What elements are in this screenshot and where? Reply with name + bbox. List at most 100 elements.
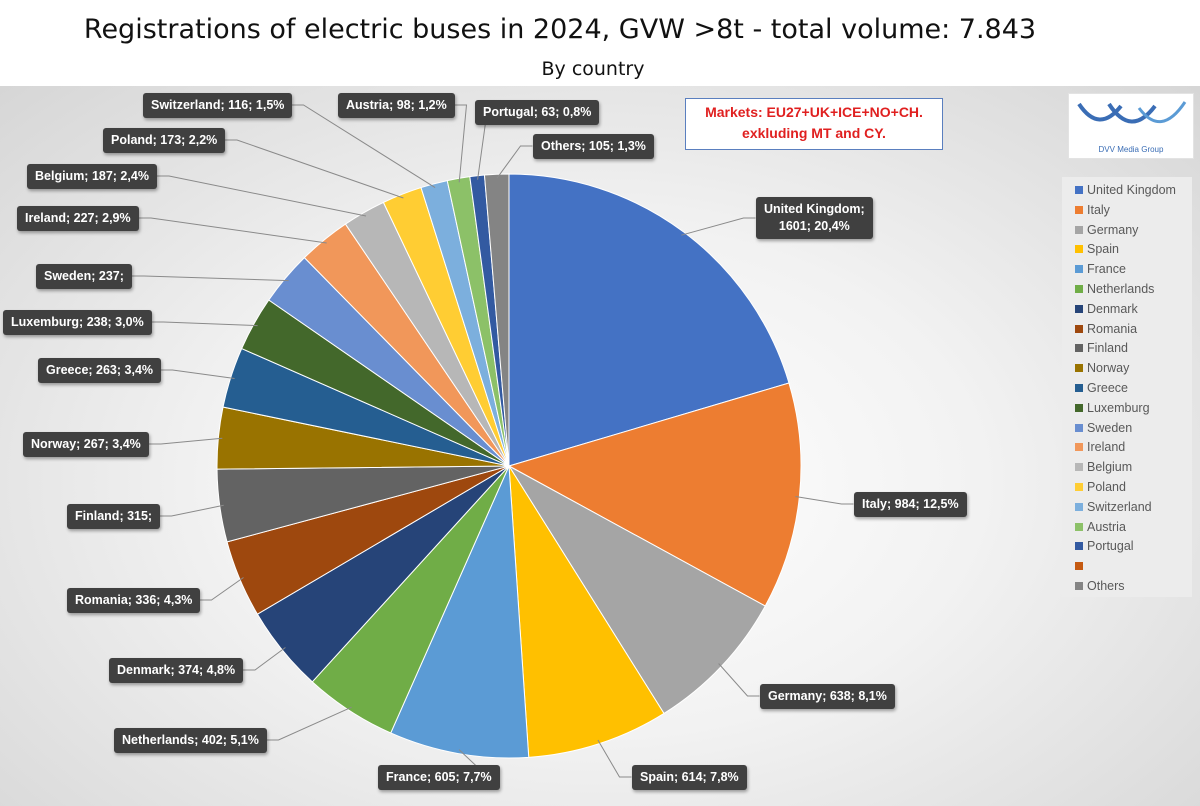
markets-line-2: exkluding MT and CY.: [742, 125, 886, 141]
leader-line-austria: [454, 104, 468, 183]
legend-swatch: [1075, 324, 1083, 333]
leader-line-italy: [795, 496, 854, 505]
leader-line-poland: [225, 139, 404, 199]
legend-item-unnamed: [1075, 557, 1087, 575]
leader-line-netherlands: [266, 706, 352, 741]
legend-item-spain: Spain: [1075, 240, 1119, 258]
page-title: Registrations of electric buses in 2024,…: [83, 14, 1037, 45]
pie-slice-spain: [508, 465, 665, 758]
legend-label: Romania: [1087, 321, 1138, 336]
data-label-luxemburg: Luxemburg; 238; 3,0%: [3, 310, 152, 335]
leader-line-germany: [718, 663, 760, 697]
legend-swatch: [1075, 265, 1083, 274]
leader-line-others: [496, 145, 533, 179]
legend-label: Finland: [1087, 341, 1128, 356]
leader-line-denmark: [243, 647, 286, 671]
legend-item-poland: Poland: [1075, 478, 1126, 496]
data-label-ireland: Ireland; 227; 2,9%: [17, 206, 139, 231]
leader-line-switzerland: [291, 104, 436, 189]
legend-item-others: Others: [1075, 577, 1125, 595]
legend-label: Luxemburg: [1087, 400, 1150, 415]
legend-label: Ireland: [1087, 440, 1126, 455]
legend-item-greece: Greece: [1075, 379, 1128, 397]
legend-swatch: [1075, 225, 1083, 234]
legend-swatch: [1075, 205, 1083, 214]
legend-swatch: [1075, 483, 1083, 491]
legend-item-netherlands: Netherlands: [1075, 280, 1154, 298]
pie-slice-france: [390, 465, 530, 759]
legend-item-luxemburg: Luxemburg: [1075, 399, 1150, 417]
legend-swatch: [1075, 542, 1083, 551]
legend-swatch: [1075, 562, 1083, 571]
data-label-netherlands: Netherlands; 402; 5,1%: [114, 728, 267, 753]
legend-item-norway: Norway: [1075, 359, 1129, 377]
legend-label: Portugal: [1087, 539, 1134, 554]
legend-label: Denmark: [1087, 301, 1138, 316]
legend-item-denmark: Denmark: [1075, 300, 1138, 318]
legend-item-france: France: [1075, 260, 1126, 278]
legend-item-finland: Finland: [1075, 339, 1128, 357]
legend-label: Austria: [1087, 519, 1126, 534]
legend-swatch: [1075, 364, 1083, 373]
leader-line-united-kingdom: [681, 217, 756, 236]
legend-label: Spain: [1087, 242, 1119, 257]
data-label-denmark: Denmark; 374; 4,8%: [109, 658, 244, 683]
legend-item-romania: Romania: [1075, 320, 1137, 338]
leader-line-norway: [149, 437, 223, 445]
data-label-romania: Romania; 336; 4,3%: [67, 588, 201, 613]
legend-label: France: [1087, 262, 1126, 277]
pie-slice-united-kingdom: [508, 173, 790, 467]
legend-item-sweden: Sweden: [1075, 419, 1132, 437]
legend-item-austria: Austria: [1075, 518, 1126, 536]
data-label-sweden: Sweden; 237;: [36, 264, 132, 289]
data-label-austria: Austria; 98; 1,2%: [338, 93, 455, 118]
legend-swatch: [1075, 186, 1083, 194]
data-label-france: France; 605; 7,7%: [378, 765, 500, 790]
data-label-italy: Italy; 984; 12,5%: [854, 492, 967, 517]
legend-swatch: [1075, 384, 1083, 392]
legend-swatch: [1075, 502, 1083, 511]
legend-swatch: [1075, 403, 1083, 412]
markets-line-1: Markets: EU27+UK+ICE+NO+CH.: [705, 104, 923, 120]
leader-line-spain: [597, 739, 632, 778]
leader-line-luxemburg: [151, 321, 258, 327]
leader-line-greece: [160, 369, 235, 379]
legend-item-switzerland: Switzerland: [1075, 498, 1152, 516]
legend-label: Switzerland: [1087, 499, 1152, 514]
legend-label: Sweden: [1087, 420, 1133, 435]
legend-item-ireland: Ireland: [1075, 438, 1125, 456]
data-label-greece: Greece; 263; 3,4%: [38, 358, 162, 383]
pie-slice-others: [483, 173, 510, 467]
data-label-portugal: Portugal; 63; 0,8%: [475, 100, 600, 125]
legend-label: Italy: [1087, 202, 1110, 217]
leader-line-belgium: [157, 175, 367, 217]
logo-mark-icon: [1077, 101, 1187, 124]
legend-item-germany: Germany: [1075, 221, 1138, 239]
legend-swatch: [1075, 304, 1083, 313]
leader-line-finland: [159, 504, 224, 517]
legend-swatch: [1075, 423, 1083, 432]
page-subtitle: By country: [541, 58, 645, 80]
legend-label: Greece: [1087, 381, 1128, 395]
legend-swatch: [1075, 285, 1083, 293]
legend-item-belgium: Belgium: [1075, 458, 1132, 476]
data-label-others: Others; 105; 1,3%: [533, 134, 654, 159]
legend-label: Norway: [1087, 361, 1130, 376]
legend-label: United Kingdom: [1087, 183, 1176, 197]
data-label-switzerland: Switzerland; 116; 1,5%: [143, 93, 293, 118]
markets-annotation: Markets: EU27+UK+ICE+NO+CH. exkluding MT…: [685, 98, 943, 150]
data-label-poland: Poland; 173; 2,2%: [103, 128, 226, 153]
leader-line-ireland: [139, 217, 327, 244]
legend-item-portugal: Portugal: [1075, 537, 1134, 555]
legend-swatch: [1075, 443, 1083, 452]
legend-label: Belgium: [1087, 460, 1133, 475]
legend-swatch: [1075, 582, 1083, 590]
data-label-germany: Germany; 638; 8,1%: [760, 684, 895, 709]
leader-line-sweden: [132, 275, 289, 282]
legend-swatch: [1075, 344, 1083, 353]
legend-swatch: [1075, 245, 1083, 254]
data-label-finland: Finland; 315;: [67, 504, 161, 529]
legend-label: Others: [1087, 579, 1125, 593]
data-label-united-kingdom: United Kingdom; 1601; 20,4%: [756, 197, 873, 239]
